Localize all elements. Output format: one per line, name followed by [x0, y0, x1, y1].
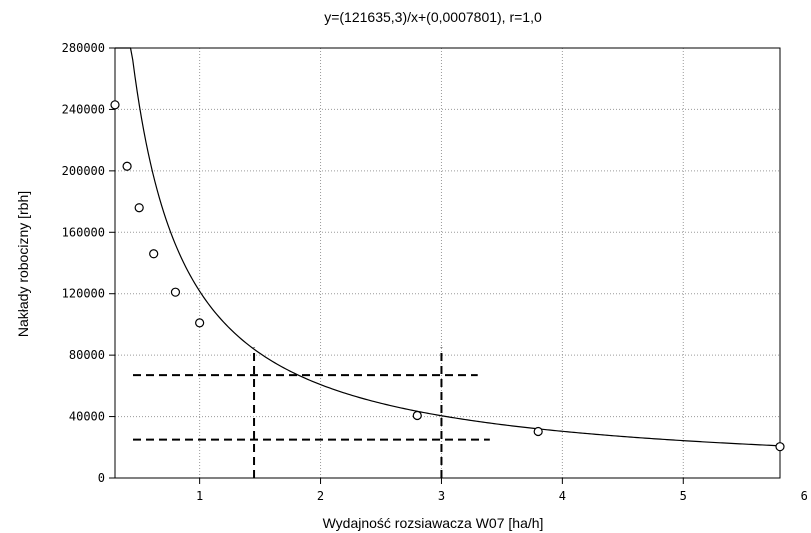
- y-tick-label: 40000: [69, 410, 105, 424]
- fit-curve-layer: [115, 47, 781, 447]
- data-point: [134, 203, 144, 213]
- data-point: [149, 249, 159, 259]
- reference-lines: [133, 347, 490, 478]
- data-point: [122, 161, 132, 171]
- x-tick-label: 5: [680, 489, 687, 503]
- x-tick-label: 6: [801, 489, 808, 503]
- plot-frame: [114, 47, 781, 479]
- data-point: [170, 287, 181, 297]
- y-tick-label: 240000: [62, 102, 105, 116]
- y-tick-label: 80000: [69, 348, 105, 362]
- chart-title: y=(121635,3)/x+(0,0007801), r=1,0: [324, 9, 542, 25]
- axes: 0 40000 80000 120000 160000 200000 240000 28000…: [62, 41, 808, 503]
- data-point: [775, 442, 785, 452]
- y-tick-label: 200000: [62, 164, 105, 178]
- x-tick-label: 3: [438, 489, 445, 503]
- x-tick-label: 1: [196, 489, 203, 503]
- fit-curve: [115, 47, 781, 447]
- data-point: [110, 100, 120, 110]
- data-point: [195, 318, 205, 328]
- x-axis-label: Wydajność rozsiawacza W07 [ha/h]: [323, 515, 544, 531]
- data-point: [533, 426, 543, 437]
- grid: [115, 48, 780, 478]
- x-tick-label: 4: [559, 489, 566, 503]
- x-tick-label: 2: [317, 489, 324, 503]
- y-tick-label: 120000: [62, 287, 105, 301]
- y-tick-label: 160000: [62, 225, 105, 239]
- y-axis-label: Nakłady robocizny [rbh]: [15, 191, 31, 337]
- data-points: [110, 100, 785, 452]
- y-tick-label: 280000: [62, 41, 105, 55]
- data-point: [412, 410, 422, 421]
- y-tick-label: 0: [98, 471, 105, 485]
